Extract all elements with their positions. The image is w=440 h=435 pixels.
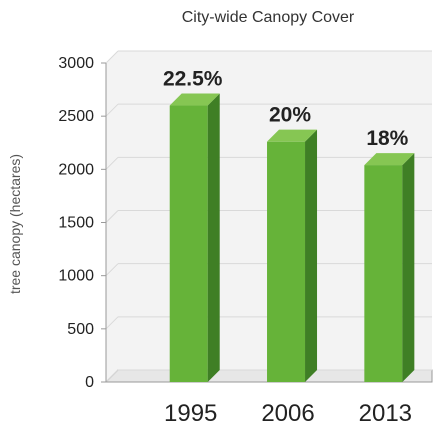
- bar-side: [305, 129, 318, 382]
- bar-front: [169, 105, 208, 383]
- gridline-depth: [105, 156, 119, 170]
- y-tick-label: 500: [67, 321, 94, 338]
- y-tick-label: 1500: [58, 215, 94, 232]
- bar-top: [169, 93, 220, 106]
- chart-title: City-wide Canopy Cover: [182, 9, 355, 26]
- y-tick-label: 3000: [58, 55, 94, 72]
- y-axis-label: tree canopy (hectares): [7, 154, 23, 294]
- bar-data-label: 20%: [269, 104, 311, 127]
- x-tick-label: 2013: [359, 400, 412, 427]
- bar-top: [267, 129, 318, 142]
- bar-layer: [169, 93, 415, 383]
- bar-side: [402, 153, 415, 382]
- y-tick-label: 1000: [58, 268, 94, 285]
- gridline-depth: [105, 369, 119, 383]
- bar-data-label: 22.5%: [163, 68, 223, 91]
- gridline-depth: [105, 50, 119, 64]
- bar-top: [364, 153, 415, 166]
- gridline-depth: [105, 103, 119, 117]
- y-tick-label: 0: [85, 374, 94, 391]
- y-tick-label: 2000: [58, 161, 94, 178]
- gridline-depth: [105, 210, 119, 223]
- bar-side: [207, 93, 220, 383]
- gridline-depth: [105, 316, 119, 330]
- bar-data-label: 18%: [366, 127, 408, 150]
- label-layer: 0 500 1000 1500 2000 2500 3000 22.5% 1995 20% 2006…: [58, 55, 412, 427]
- gridline-depth: [105, 263, 119, 277]
- x-tick-label: 2006: [261, 400, 314, 427]
- y-tick-label: 2500: [58, 108, 94, 125]
- bar-front: [364, 165, 403, 382]
- bar-front: [267, 141, 306, 382]
- x-tick-label: 1995: [164, 400, 217, 427]
